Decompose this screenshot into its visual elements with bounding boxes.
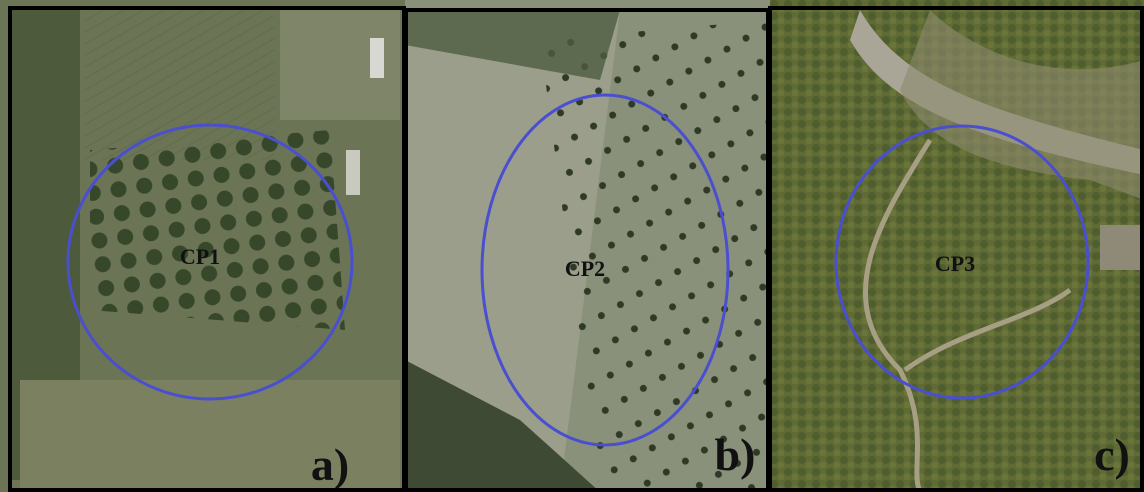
site-label: CP3 — [935, 251, 975, 276]
site-label: CP2 — [565, 256, 605, 281]
panel-a: CP1 a) — [0, 0, 405, 492]
panel-c: CP3 c) — [770, 0, 1144, 492]
building — [346, 150, 360, 195]
building — [370, 38, 384, 78]
site-label: CP1 — [180, 244, 220, 269]
panel-letter: a) — [311, 439, 349, 490]
figure: CP1 a) CP2 b) CP3 c) — [0, 0, 1144, 492]
panel-letter: b) — [715, 429, 756, 480]
panel-letter: c) — [1094, 429, 1130, 480]
building — [1100, 225, 1140, 270]
panel-b: CP2 b) — [405, 0, 770, 492]
